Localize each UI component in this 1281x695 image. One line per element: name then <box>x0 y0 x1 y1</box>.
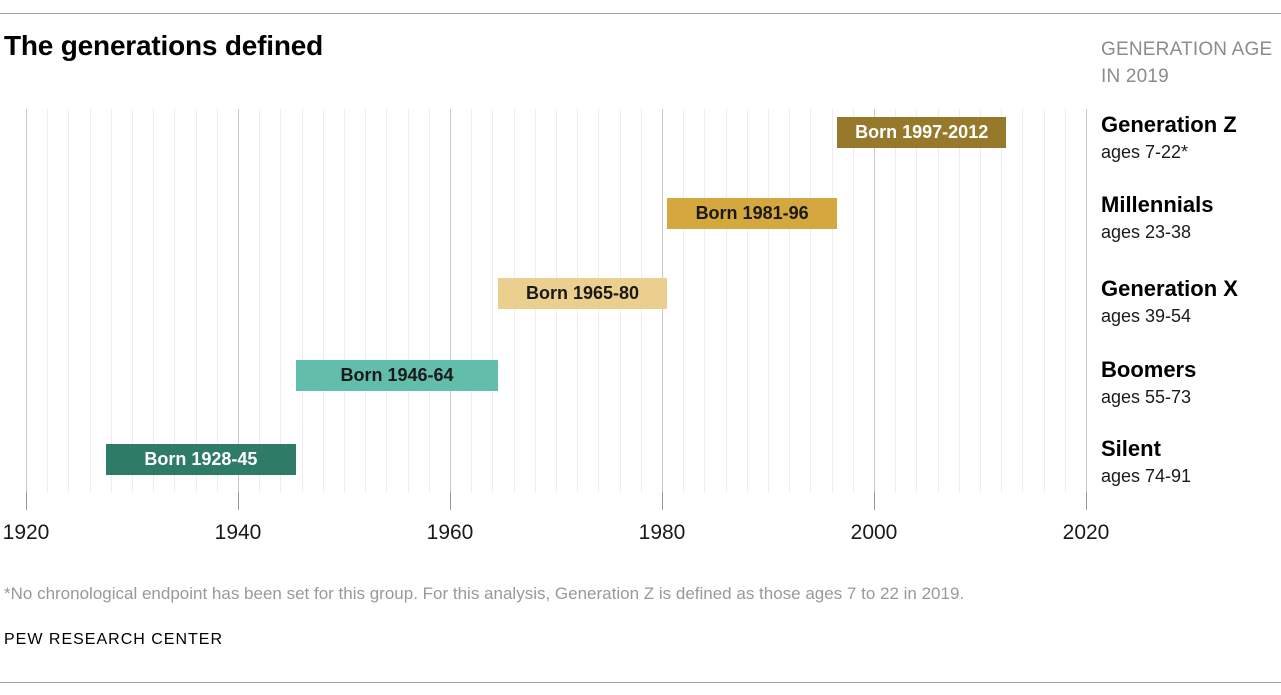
minor-gridline-1938 <box>216 109 218 492</box>
minor-gridline-2004 <box>916 109 918 492</box>
minor-gridline-1926 <box>89 109 91 492</box>
minor-gridline-1944 <box>280 109 282 492</box>
minor-gridline-2006 <box>937 109 939 492</box>
x-tick-label-2020: 2020 <box>1062 521 1110 544</box>
minor-gridline-1988 <box>746 109 748 492</box>
bottom-divider <box>0 682 1281 683</box>
minor-gridline-2002 <box>895 109 897 492</box>
footnote: *No chronological endpoint has been set … <box>4 584 965 603</box>
source-label: PEW RESEARCH CENTER <box>4 631 224 648</box>
major-gridline-2000 <box>874 109 875 492</box>
minor-gridline-2010 <box>980 109 981 492</box>
minor-gridline-1948 <box>322 109 324 492</box>
minor-gridline-2008 <box>958 109 960 492</box>
generation-label-silent: Silent ages 74-91 <box>1101 437 1279 487</box>
bar-silent: Born 1928-45 <box>105 444 297 475</box>
minor-gridline-2018 <box>1064 109 1066 492</box>
minor-gridline-1946 <box>301 109 303 492</box>
generation-name: Boomers <box>1101 357 1197 382</box>
x-tick-label-2000: 2000 <box>850 521 898 544</box>
age-column-header-line2: IN 2019 <box>1101 66 1169 87</box>
minor-gridline-1942 <box>259 109 261 492</box>
generation-label-millennials: Millennials ages 23-38 <box>1101 193 1279 243</box>
x-tick-label-1940: 1940 <box>214 521 262 544</box>
minor-gridline-1922 <box>47 109 49 492</box>
page-title: The generations defined <box>4 30 323 61</box>
generation-age-range: ages 74-91 <box>1101 466 1192 486</box>
minor-gridline-1998 <box>852 109 854 492</box>
major-gridline-1940 <box>238 109 239 492</box>
minor-gridline-1954 <box>386 109 388 492</box>
minor-gridline-2012 <box>1001 109 1003 492</box>
minor-gridline-1924 <box>68 109 70 492</box>
generation-name: Silent <box>1101 436 1161 461</box>
major-gridline-1920 <box>26 109 27 492</box>
x-tick-label-1980: 1980 <box>638 521 686 544</box>
minor-gridline-1934 <box>174 109 176 492</box>
axis-tick-2020 <box>1086 492 1087 510</box>
axis-tick-2000 <box>874 492 875 510</box>
major-gridline-1960 <box>450 109 451 492</box>
generation-name: Generation X <box>1101 276 1238 301</box>
axis-tick-1940 <box>238 492 239 510</box>
minor-gridline-1936 <box>195 109 197 492</box>
minor-gridline-2014 <box>1022 109 1024 492</box>
top-divider <box>0 13 1281 14</box>
minor-gridline-1964 <box>492 109 494 492</box>
minor-gridline-1996 <box>831 109 833 492</box>
bar-millennials: Born 1981-96 <box>667 198 837 229</box>
minor-gridline-1950 <box>344 109 345 492</box>
generation-age-range: ages 39-54 <box>1101 306 1192 326</box>
minor-gridline-1930 <box>132 109 133 492</box>
x-tick-label-1920: 1920 <box>2 521 50 544</box>
generation-name: Millennials <box>1101 192 1214 217</box>
generation-age-range: ages 55-73 <box>1101 387 1192 407</box>
bar-generation-z: Born 1997-2012 <box>836 117 1007 148</box>
age-column-header: GENERATION AGE IN 2019 <box>1101 36 1281 90</box>
axis-tick-1960 <box>450 492 451 510</box>
generation-name: Generation Z <box>1101 112 1237 137</box>
bar-boomers: Born 1946-64 <box>296 360 498 391</box>
minor-gridline-1956 <box>407 109 409 492</box>
axis-tick-1920 <box>26 492 27 510</box>
major-gridline-2020 <box>1086 109 1087 492</box>
minor-gridline-1932 <box>153 109 155 492</box>
minor-gridline-2016 <box>1043 109 1045 492</box>
generation-label-boomers: Boomers ages 55-73 <box>1101 358 1279 408</box>
minor-gridline-1952 <box>365 109 367 492</box>
age-column-header-line1: GENERATION AGE <box>1101 39 1273 60</box>
minor-gridline-1986 <box>725 109 727 492</box>
minor-gridline-1928 <box>110 109 112 492</box>
x-tick-label-1960: 1960 <box>426 521 474 544</box>
axis-tick-1980 <box>662 492 663 510</box>
minor-gridline-1982 <box>683 109 685 492</box>
generation-label-generation-z: Generation Z ages 7-22* <box>1101 113 1279 163</box>
minor-gridline-1958 <box>428 109 430 492</box>
minor-gridline-1990 <box>768 109 769 492</box>
bar-generation-x: Born 1965-80 <box>497 278 668 309</box>
generation-label-generation-x: Generation X ages 39-54 <box>1101 277 1279 327</box>
minor-gridline-1962 <box>471 109 473 492</box>
minor-gridline-1994 <box>810 109 812 492</box>
minor-gridline-1992 <box>789 109 791 492</box>
minor-gridline-1984 <box>704 109 706 492</box>
generation-age-range: ages 23-38 <box>1101 222 1192 242</box>
generation-age-range: ages 7-22* <box>1101 142 1189 162</box>
